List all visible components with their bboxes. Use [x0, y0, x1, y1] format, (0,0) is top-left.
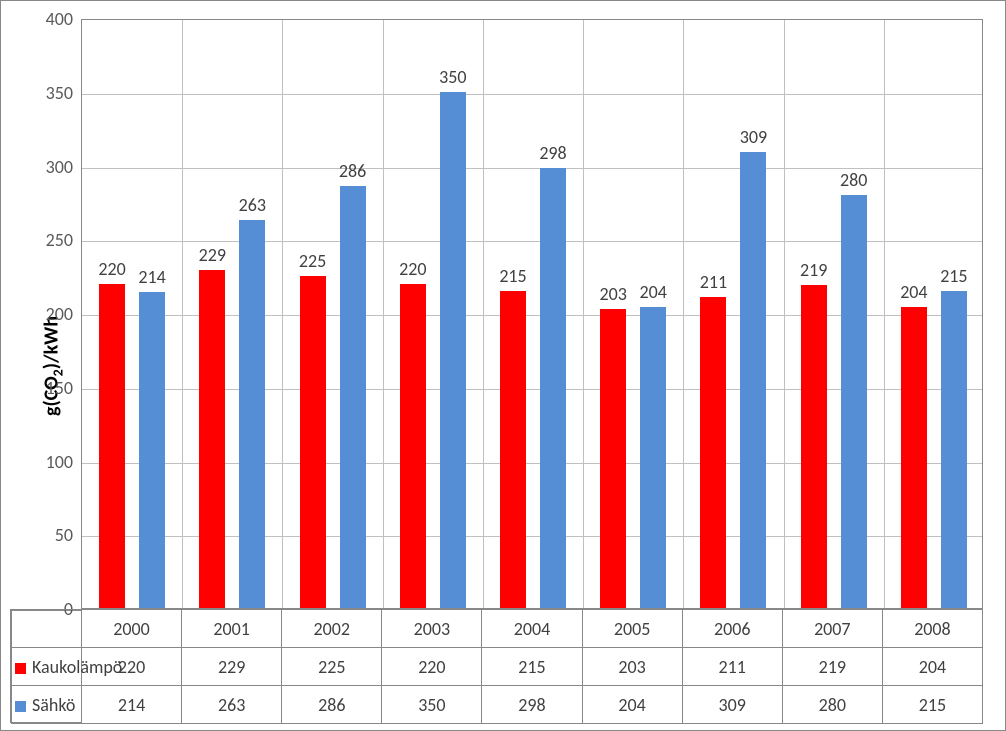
- data-cell: 2008: [882, 610, 982, 648]
- data-cell: 204: [582, 686, 682, 724]
- bar: [199, 270, 225, 608]
- y-tick-label: 250: [13, 229, 73, 251]
- bar: [540, 168, 566, 608]
- bar: [640, 307, 666, 608]
- bar-value-label: 219: [800, 259, 827, 281]
- bar: [139, 292, 165, 608]
- bar: [700, 297, 726, 608]
- y-tick-label: 200: [13, 303, 73, 325]
- data-cell: 2001: [182, 610, 282, 648]
- data-cell: 219: [782, 648, 882, 686]
- data-cell: 215: [882, 686, 982, 724]
- bar-value-label: 298: [539, 142, 566, 164]
- data-table-series2: 214263286350298204309280215: [81, 685, 983, 724]
- bar-value-label: 211: [700, 271, 727, 293]
- bar: [400, 284, 426, 609]
- bar: [340, 186, 366, 608]
- bar-value-label: 204: [640, 281, 667, 303]
- data-cell: 220: [382, 648, 482, 686]
- data-cell: 280: [782, 686, 882, 724]
- bar-value-label: 350: [439, 66, 466, 88]
- data-cell: 2000: [82, 610, 182, 648]
- bar-value-label: 225: [299, 250, 326, 272]
- bar: [801, 285, 827, 608]
- y-tick-label: 400: [13, 8, 73, 30]
- data-cell: 263: [182, 686, 282, 724]
- y-tick-label: 100: [13, 451, 73, 473]
- data-cell: 2003: [382, 610, 482, 648]
- bar-value-label: 214: [138, 266, 165, 288]
- data-cell: 211: [682, 648, 782, 686]
- y-tick-label: 350: [13, 82, 73, 104]
- data-cell: 229: [182, 648, 282, 686]
- y-tick-label: 50: [13, 524, 73, 546]
- bar: [941, 291, 967, 608]
- bar-value-label: 263: [239, 194, 266, 216]
- bar: [99, 284, 125, 609]
- y-tick-label: 150: [13, 377, 73, 399]
- y-tick-label: 300: [13, 156, 73, 178]
- bar-value-label: 229: [199, 244, 226, 266]
- data-cell: 225: [282, 648, 382, 686]
- bar-value-label: 215: [940, 265, 967, 287]
- bar: [841, 195, 867, 608]
- data-cell: 214: [82, 686, 182, 724]
- bar: [740, 152, 766, 608]
- data-table-series1: 220229225220215203211219204: [81, 647, 983, 686]
- bar-value-label: 309: [740, 126, 767, 148]
- data-cell: 286: [282, 686, 382, 724]
- plot-area: 220 214 229 263 225 286 220 350 215 298 203 204 211 3…: [81, 19, 983, 609]
- data-cell: 204: [882, 648, 982, 686]
- legend-column-border: [10, 609, 81, 723]
- data-table-years: 200020012002200320042005200620072008: [81, 609, 983, 648]
- bar: [440, 92, 466, 608]
- data-cell: 350: [382, 686, 482, 724]
- data-cell: 2002: [282, 610, 382, 648]
- bar-value-label: 286: [339, 160, 366, 182]
- data-cell: 203: [582, 648, 682, 686]
- bar-value-label: 280: [840, 169, 867, 191]
- bar: [300, 276, 326, 608]
- data-cell: 309: [682, 686, 782, 724]
- bar-value-label: 215: [499, 265, 526, 287]
- bar: [600, 309, 626, 608]
- data-cell: 2007: [782, 610, 882, 648]
- bar: [239, 220, 265, 608]
- bar-value-label: 204: [900, 281, 927, 303]
- bar: [500, 291, 526, 608]
- bar-value-label: 220: [399, 258, 426, 280]
- data-cell: 298: [482, 686, 582, 724]
- chart-container: g(CO2)/kWh 22021422926322528622035021529…: [0, 0, 1006, 731]
- data-cell: 2005: [582, 610, 682, 648]
- data-cell: 215: [482, 648, 582, 686]
- data-cell: 2004: [482, 610, 582, 648]
- bar: [901, 307, 927, 608]
- bar-value-label: 220: [98, 258, 125, 280]
- y-axis-title: g(CO2)/kWh: [40, 315, 67, 415]
- data-cell: 2006: [682, 610, 782, 648]
- bar-value-label: 203: [600, 283, 627, 305]
